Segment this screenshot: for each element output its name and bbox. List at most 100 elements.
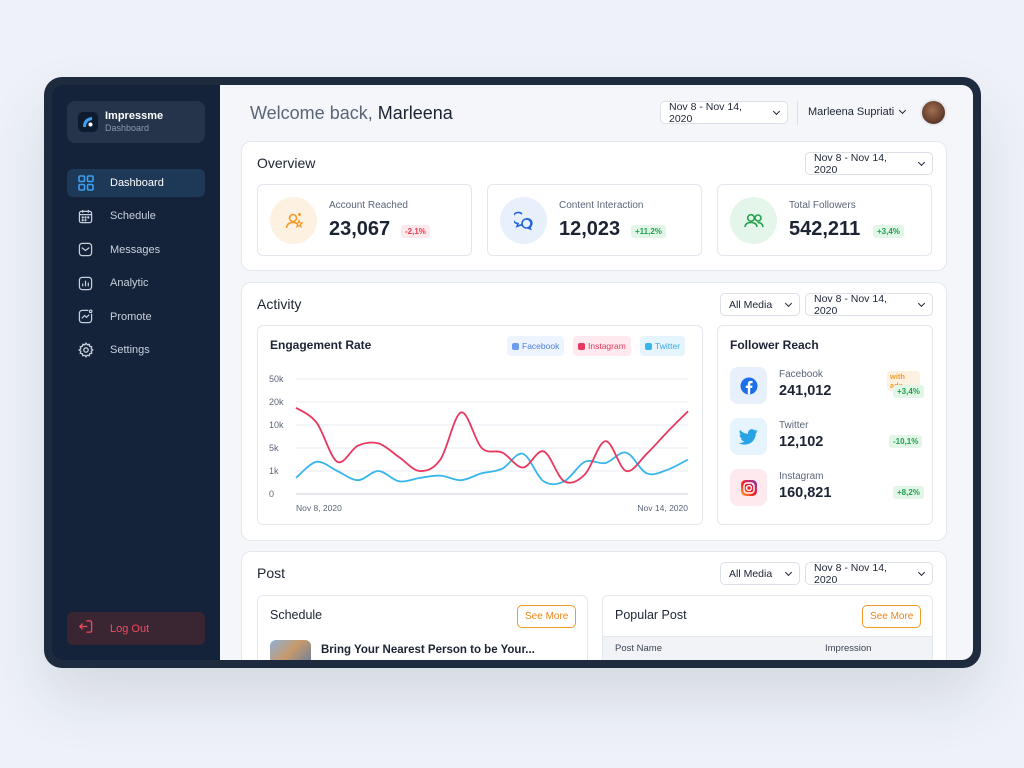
- schedule-see-more-button[interactable]: See More: [517, 605, 577, 628]
- stat-change-badge: +11,2%: [631, 225, 666, 238]
- sidebar-item-messages[interactable]: Messages: [67, 236, 205, 264]
- device-frame: Impressme Dashboard Dashboard Schedule: [44, 77, 981, 668]
- facebook-icon: [730, 367, 767, 404]
- follower-count: 12,102: [779, 434, 824, 450]
- welcome-prefix: Welcome back,: [250, 103, 378, 123]
- twitter-legend-swatch: [645, 342, 652, 350]
- stat-change-badge: -2,1%: [401, 225, 430, 238]
- activity-media-dropdown[interactable]: All Media: [720, 293, 800, 316]
- instagram-icon: [730, 469, 767, 506]
- follower-network-name: Facebook: [779, 369, 823, 380]
- stat-card-content-interaction: Content Interaction 12,023 +11,2%: [487, 184, 702, 256]
- follower-change-badge: +8,2%: [893, 486, 924, 499]
- schedule-title: Schedule: [270, 608, 323, 622]
- mail-icon: [77, 241, 94, 258]
- legend-instagram[interactable]: Instagram: [573, 336, 631, 356]
- sidebar-item-label: Schedule: [110, 210, 156, 223]
- chevron-down-icon: [917, 568, 926, 576]
- date-range-label: Nov 8 - Nov 14, 2020: [814, 561, 887, 586]
- follower-change-badge: -10,1%: [889, 435, 923, 448]
- stat-card-account-reached: Account Reached 23,067 -2,1%: [257, 184, 472, 256]
- twitter-icon: [730, 418, 767, 455]
- chevron-down-icon: [917, 158, 926, 166]
- follower-network-name: Instagram: [779, 471, 824, 482]
- post-card: Post All Media Nov 8 - Nov 14, 2020 Sche…: [241, 551, 947, 660]
- media-filter-label: All Media: [729, 298, 773, 311]
- brand-switcher[interactable]: Impressme Dashboard: [67, 101, 205, 143]
- sidebar: Impressme Dashboard Dashboard Schedule: [52, 85, 220, 660]
- date-range-label: Nov 8 - Nov 14, 2020: [814, 292, 887, 317]
- media-filter-label: All Media: [729, 567, 773, 580]
- sidebar-item-analytic[interactable]: Analytic: [67, 269, 205, 297]
- y-tick-label: 1k: [269, 466, 279, 476]
- engagement-rate-panel: Engagement Rate Facebook Instagram Twitt…: [257, 325, 703, 525]
- trend-icon: [77, 308, 94, 325]
- legend-label: Twitter: [655, 341, 681, 351]
- stat-value: 12,023: [559, 218, 621, 240]
- y-tick-label: 20k: [269, 397, 284, 407]
- logout-label: Log Out: [110, 622, 150, 635]
- chevron-down-icon: [772, 107, 781, 115]
- welcome-name: Marleena: [377, 103, 453, 123]
- brand-logo-icon: [78, 112, 98, 132]
- stat-value: 23,067: [329, 218, 391, 240]
- follower-network-name: Twitter: [779, 420, 809, 431]
- logout-button[interactable]: Log Out: [67, 612, 205, 645]
- popular-see-more-button[interactable]: See More: [862, 605, 922, 628]
- stat-card-total-followers: Total Followers 542,211 +3,4%: [717, 184, 932, 256]
- grid-icon: [77, 175, 94, 192]
- sidebar-item-label: Dashboard: [110, 177, 164, 189]
- schedule-panel: Schedule See More Bring Your Nearest Per…: [257, 595, 588, 660]
- stat-label: Total Followers: [789, 200, 856, 211]
- sidebar-item-dashboard[interactable]: Dashboard: [67, 169, 205, 197]
- stat-label: Content Interaction: [559, 200, 644, 211]
- sidebar-item-schedule[interactable]: Schedule: [67, 202, 205, 230]
- series-line-twitter: [295, 451, 689, 486]
- popular-post-title: Popular Post: [615, 608, 687, 622]
- sidebar-item-promote[interactable]: Promote: [67, 303, 205, 331]
- stat-label: Account Reached: [329, 200, 408, 211]
- activity-date-dropdown[interactable]: Nov 8 - Nov 14, 2020: [805, 292, 933, 317]
- users-icon: [730, 197, 777, 244]
- overview-title: Overview: [257, 155, 316, 171]
- scheduled-post-thumbnail[interactable]: [270, 640, 311, 660]
- post-media-dropdown[interactable]: All Media: [720, 562, 800, 585]
- activity-title: Activity: [257, 296, 302, 312]
- post-date-dropdown[interactable]: Nov 8 - Nov 14, 2020: [805, 561, 933, 586]
- overview-date-dropdown[interactable]: Nov 8 - Nov 14, 2020: [805, 151, 933, 176]
- legend-label: Instagram: [588, 341, 626, 351]
- chevron-down-icon: [917, 299, 926, 307]
- sidebar-item-label: Messages: [110, 243, 161, 256]
- engagement-line-chart: 50k 20k 10k 5k 1k 0 Nov 8, 2020 Nov 14, 2020: [269, 374, 689, 513]
- popular-post-table-header: Post Name Impression: [603, 636, 932, 660]
- follower-row-twitter: Twitter 12,102 -10,1%: [730, 418, 923, 456]
- sidebar-nav: Dashboard Schedule Messages Analytic: [67, 169, 205, 369]
- chevron-down-icon: [784, 568, 793, 576]
- follower-change-badge: +3,4%: [893, 385, 924, 398]
- post-title: Post: [257, 565, 286, 581]
- date-range-label: Nov 8 - Nov 14, 2020: [669, 100, 742, 125]
- header-date-range-dropdown[interactable]: Nov 8 - Nov 14, 2020: [660, 100, 788, 125]
- follower-reach-panel: Follower Reach Facebook 241,012 with ads…: [717, 325, 933, 525]
- avatar[interactable]: [920, 99, 947, 126]
- user-star-icon: [270, 197, 317, 244]
- stat-change-badge: +3,4%: [873, 225, 904, 238]
- scheduled-post-title[interactable]: Bring Your Nearest Person to be Your...: [321, 644, 535, 656]
- sidebar-item-label: Analytic: [110, 277, 149, 290]
- column-post-name[interactable]: Post Name: [615, 643, 662, 654]
- legend-twitter[interactable]: Twitter: [640, 336, 686, 356]
- sidebar-item-label: Settings: [110, 343, 150, 356]
- y-tick-label: 5k: [269, 443, 279, 453]
- user-name: Marleena Supriati: [808, 106, 895, 118]
- user-menu[interactable]: Marleena Supriati: [808, 106, 907, 118]
- sidebar-item-settings[interactable]: Settings: [67, 336, 205, 364]
- column-impression[interactable]: Impression: [825, 643, 872, 654]
- legend-facebook[interactable]: Facebook: [507, 336, 565, 356]
- logout-icon: [78, 619, 93, 639]
- follower-count: 160,821: [779, 485, 832, 501]
- follower-row-facebook: Facebook 241,012 with ads +3,4%: [730, 367, 924, 405]
- date-range-label: Nov 8 - Nov 14, 2020: [814, 151, 887, 176]
- calendar-icon: [77, 208, 94, 225]
- legend-label: Facebook: [522, 341, 560, 351]
- header-divider: [797, 101, 798, 125]
